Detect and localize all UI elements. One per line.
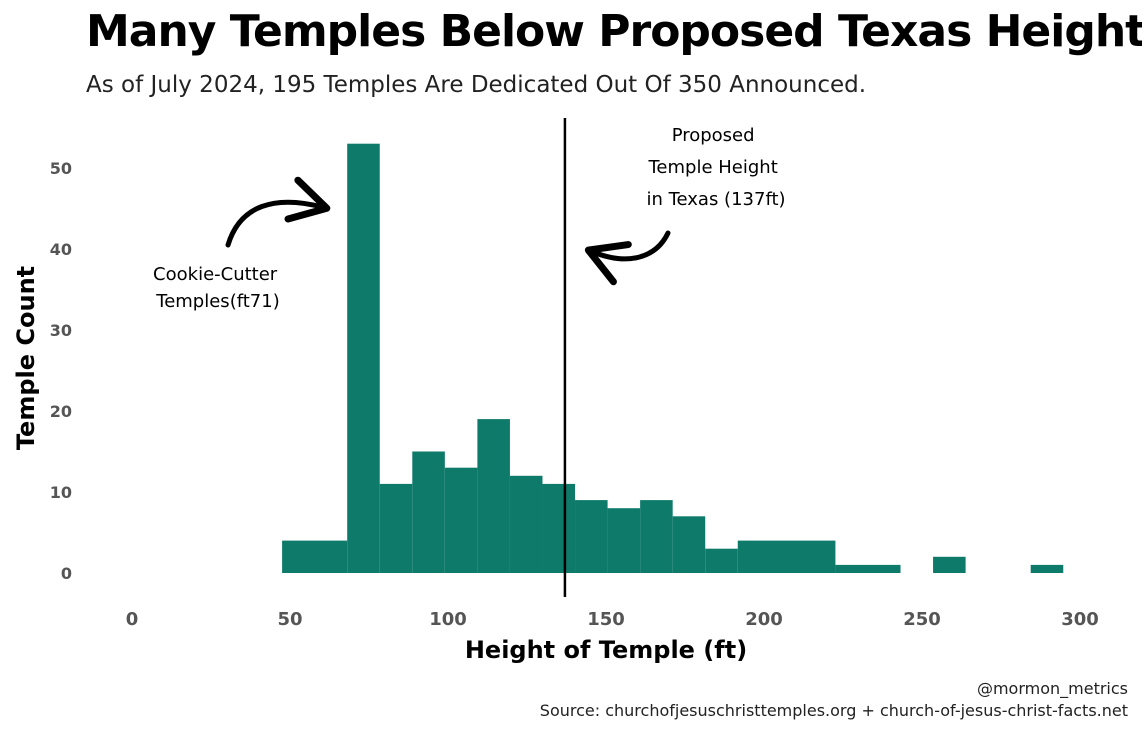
y-tick-label-40: 40 <box>50 240 72 259</box>
histogram-bar-3 <box>412 451 445 573</box>
histogram-bar-9 <box>607 508 641 573</box>
chart-subtitle: As of July 2024, 195 Temples Are Dedicat… <box>86 72 867 98</box>
credit-block: @mormon_metrics Source: churchofjesuschr… <box>540 678 1128 722</box>
histogram-bar-14 <box>835 564 901 573</box>
x-tick-group: 0 50 100 150 200 250 300 <box>126 609 1099 630</box>
x-tick-label-100: 100 <box>429 609 467 630</box>
x-tick-label-300: 300 <box>1061 609 1099 630</box>
annotation-cookie-cutter: Cookie-Cutter Temples(ft71) <box>153 264 283 312</box>
y-tick-label-50: 50 <box>50 159 72 178</box>
histogram-bar-2 <box>379 483 413 573</box>
bar-group <box>282 143 1064 573</box>
histogram-chart: 0 10 20 30 40 50 0 50 100 150 200 250 300 Height of… <box>12 118 1099 664</box>
x-tick-label-250: 250 <box>903 609 941 630</box>
arrow-cookie-cutter <box>225 176 331 248</box>
y-tick-label-30: 30 <box>50 321 72 340</box>
chart-title: Many Temples Below Proposed Texas Height <box>86 6 1142 57</box>
histogram-bar-16 <box>1030 564 1064 573</box>
annotation-cookie-cutter-line2: Temples(ft71) <box>155 291 279 312</box>
x-axis-label: Height of Temple (ft) <box>465 636 747 664</box>
histogram-bar-12 <box>705 548 738 573</box>
x-tick-label-50: 50 <box>277 609 302 630</box>
histogram-bar-11 <box>672 516 706 573</box>
x-tick-label-200: 200 <box>745 609 783 630</box>
y-axis-label: Temple Count <box>12 266 40 450</box>
histogram-bar-0 <box>282 540 348 573</box>
x-tick-label-150: 150 <box>587 609 625 630</box>
histogram-bar-1 <box>347 143 380 573</box>
histogram-bar-4 <box>444 467 478 573</box>
histogram-bar-5 <box>477 419 510 573</box>
annotation-proposed-line2: Temple Height <box>647 157 777 178</box>
y-tick-group: 0 10 20 30 40 50 <box>50 159 72 583</box>
x-tick-label-0: 0 <box>126 609 139 630</box>
histogram-bar-15 <box>933 556 966 573</box>
histogram-bar-7 <box>542 483 576 573</box>
histogram-bar-13 <box>737 540 836 573</box>
credit-handle: @mormon_metrics <box>976 679 1128 698</box>
annotation-cookie-cutter-line1: Cookie-Cutter <box>153 264 278 285</box>
credit-source: Source: churchofjesuschristtemples.org +… <box>539 701 1128 720</box>
histogram-bar-10 <box>640 500 673 573</box>
histogram-bar-6 <box>509 475 543 573</box>
y-tick-label-0: 0 <box>61 564 72 583</box>
histogram-bar-8 <box>575 500 608 573</box>
annotation-proposed-height: Proposed Temple Height in Texas (137ft) <box>646 125 785 210</box>
y-tick-label-20: 20 <box>50 402 72 421</box>
y-tick-label-10: 10 <box>50 483 72 502</box>
annotation-proposed-line3: in Texas (137ft) <box>646 189 785 210</box>
annotation-proposed-line1: Proposed <box>672 125 755 146</box>
arrow-proposed-height <box>584 230 671 286</box>
